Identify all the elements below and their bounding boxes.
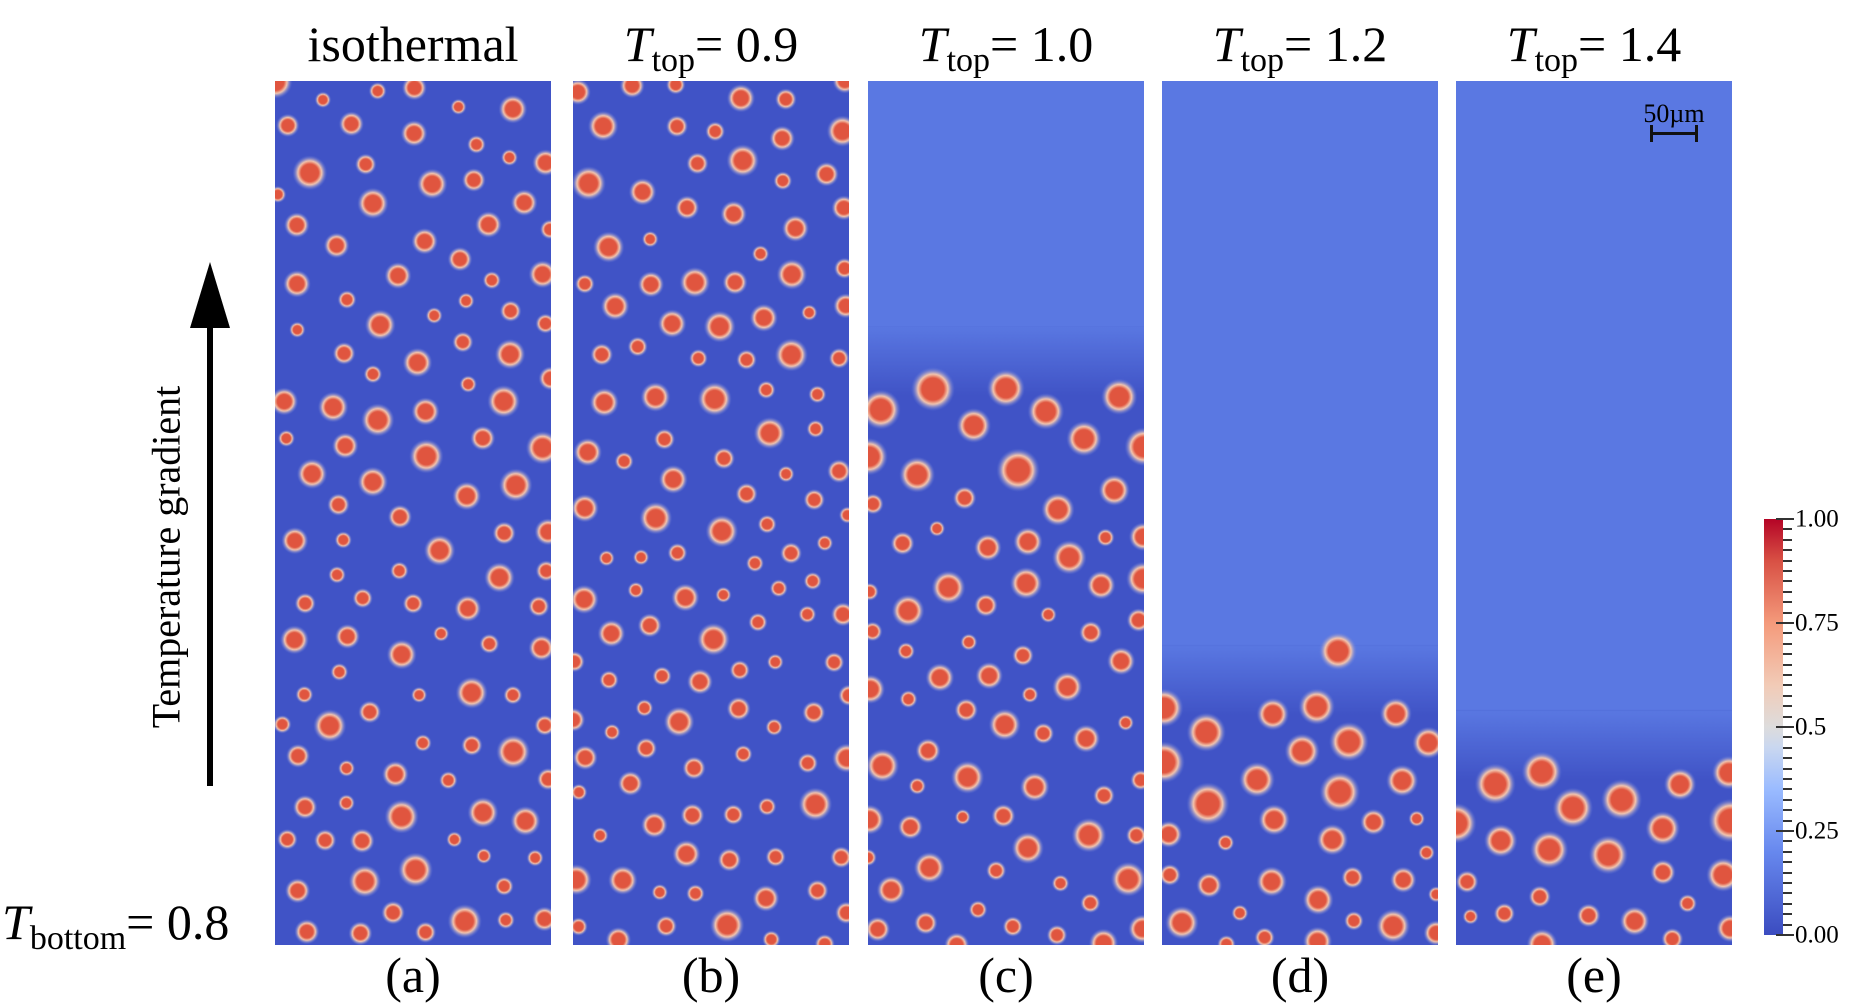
colorbar-tick — [1783, 882, 1792, 884]
droplet-field — [275, 81, 551, 945]
t-value: = 0.8 — [126, 894, 230, 950]
droplet-field — [1456, 81, 1732, 945]
title-value: = 1.0 — [990, 16, 1094, 72]
simulation-panel-e — [1456, 81, 1732, 945]
scale-bar: 50µm — [1624, 99, 1724, 142]
panel-title-c: Ttop= 1.0 — [868, 14, 1144, 91]
colorbar-tick — [1783, 913, 1792, 916]
colorbar-tick — [1783, 590, 1792, 593]
droplet-field — [1162, 81, 1438, 945]
colorbar-tick — [1783, 580, 1792, 583]
colorbar-tick — [1783, 746, 1792, 749]
title-sub: top — [946, 42, 991, 79]
colorbar-tick — [1783, 798, 1792, 801]
title-sub: top — [1534, 42, 1579, 79]
temperature-gradient-arrow-icon — [190, 262, 230, 786]
t-sub: bottom — [29, 920, 127, 957]
temperature-gradient-label: Temperature gradient — [143, 385, 189, 729]
title-value: = 1.2 — [1284, 16, 1388, 72]
title-sub: top — [651, 42, 696, 79]
panel-label-a: (a) — [385, 947, 441, 1003]
scale-bar-label: 50µm — [1643, 99, 1705, 128]
colorbar-tick — [1783, 892, 1792, 895]
colorbar-tick — [1783, 788, 1792, 791]
panel-label-d: (d) — [1270, 947, 1330, 1003]
panel-label-e: (e) — [1566, 947, 1622, 1003]
colorbar-tick — [1776, 518, 1794, 520]
title-value: = 0.9 — [695, 16, 799, 72]
simulation-panel-c — [868, 81, 1144, 945]
colorbar-tick-label: 0.25 — [1795, 817, 1839, 845]
colorbar-tick — [1783, 840, 1792, 843]
scale-bar-line — [1650, 125, 1698, 142]
colorbar-tick-label: 0.5 — [1795, 713, 1827, 741]
colorbar-tick — [1783, 694, 1792, 697]
colorbar-tick — [1783, 809, 1792, 812]
colorbar-tick — [1783, 528, 1792, 531]
colorbar-tick — [1783, 778, 1792, 780]
t-bottom-label: Tbottom= 0.8 — [2, 892, 229, 969]
panel-title-d: Ttop= 1.2 — [1162, 14, 1438, 91]
colorbar-tick — [1783, 767, 1792, 770]
panel-title-e: Ttop= 1.4 — [1456, 14, 1732, 91]
colorbar-tick — [1783, 684, 1792, 687]
simulation-panel-d — [1162, 81, 1438, 945]
colorbar-tick — [1776, 622, 1794, 624]
colorbar-tick — [1783, 715, 1792, 718]
colorbar-tick — [1783, 570, 1792, 572]
simulation-panel-a — [275, 81, 551, 945]
colorbar-tick — [1783, 850, 1792, 853]
title-sub: top — [1240, 42, 1285, 79]
colorbar-tick-label: 0.75 — [1795, 609, 1839, 637]
colorbar-tick — [1783, 757, 1792, 760]
title-var: T — [1212, 16, 1241, 72]
colorbar-tick — [1783, 559, 1792, 562]
title-var: T — [918, 16, 947, 72]
colorbar-tick — [1783, 861, 1792, 864]
panel-title-b: Ttop= 0.9 — [573, 14, 849, 91]
title-var: T — [623, 16, 652, 72]
t-var: T — [2, 894, 30, 950]
colorbar-tick — [1783, 642, 1792, 645]
colorbar-tick-label: 0.00 — [1795, 921, 1839, 949]
title-value: = 1.4 — [1578, 16, 1682, 72]
colorbar-tick — [1783, 653, 1792, 656]
panel-title-a: isothermal — [307, 16, 519, 72]
colorbar-tick — [1783, 923, 1792, 926]
colorbar-tick — [1783, 819, 1792, 822]
droplet-field — [573, 81, 849, 945]
title-var: T — [1506, 16, 1535, 72]
colorbar-tick — [1783, 601, 1792, 604]
colorbar-tick — [1776, 726, 1794, 728]
colorbar-tick — [1783, 871, 1792, 874]
colorbar-tick — [1783, 538, 1792, 541]
simulation-panel-b — [573, 81, 849, 945]
panel-label-c: (c) — [978, 947, 1034, 1003]
colorbar-tick — [1783, 736, 1792, 739]
colorbar-tick — [1783, 902, 1792, 905]
droplet-field — [868, 81, 1144, 945]
colorbar-tick — [1783, 611, 1792, 614]
colorbar-tick — [1783, 674, 1792, 676]
panel-label-b: (b) — [681, 947, 741, 1003]
colorbar-tick — [1776, 830, 1794, 832]
colorbar-tick — [1783, 549, 1792, 552]
colorbar-tick — [1783, 663, 1792, 666]
colorbar-tick — [1783, 632, 1792, 635]
colorbar-tick-label: 1.00 — [1795, 505, 1839, 533]
colorbar-tick — [1783, 705, 1792, 708]
colorbar-tick — [1776, 934, 1794, 936]
